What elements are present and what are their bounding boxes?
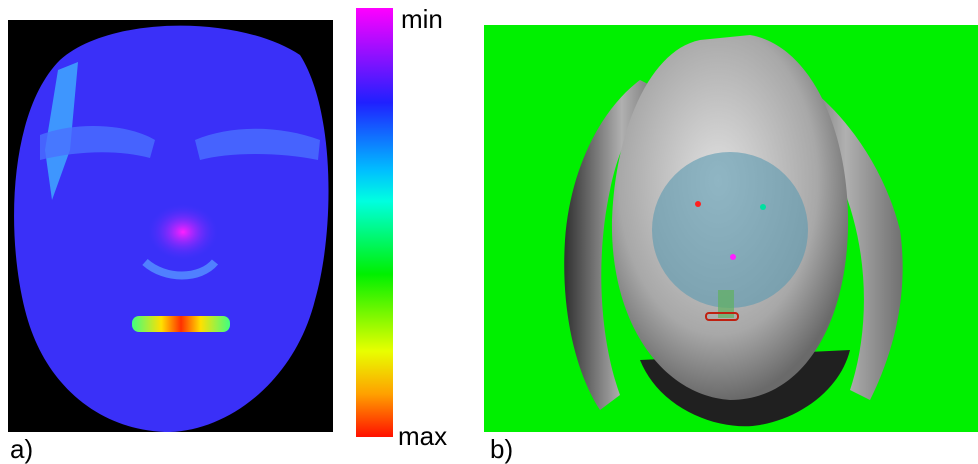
hair xyxy=(564,80,660,410)
colorbar xyxy=(356,8,393,437)
panel-label: b) xyxy=(490,434,513,464)
panel-b: b) xyxy=(484,25,978,464)
colorbar-min-label: min xyxy=(401,4,443,34)
mouth-marker xyxy=(705,312,739,321)
nostrils xyxy=(142,258,219,280)
panel-a: min max a) xyxy=(8,4,447,464)
panel-label: a) xyxy=(10,434,33,464)
lips xyxy=(132,316,230,332)
marker xyxy=(718,290,734,318)
landmark xyxy=(760,204,766,210)
nose xyxy=(148,204,218,260)
brow xyxy=(195,128,320,160)
colorbar-max-label: max xyxy=(398,421,447,451)
region-circle xyxy=(652,152,808,308)
hair xyxy=(760,60,903,400)
landmark xyxy=(695,201,701,207)
brow xyxy=(40,125,155,160)
landmark xyxy=(730,254,736,260)
